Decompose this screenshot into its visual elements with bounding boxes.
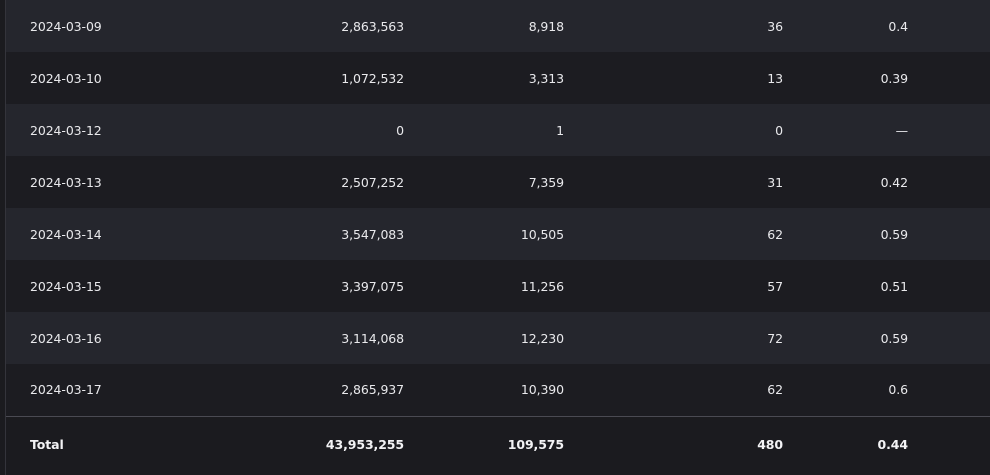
data-table: 2024-03-09 2,863,563 8,918 36 0.4 2024-0… xyxy=(6,0,990,473)
value-a-cell: 1,072,532 xyxy=(206,52,404,104)
value-d-cell: 0.4 xyxy=(783,0,908,52)
date-cell: 2024-03-14 xyxy=(6,208,206,260)
value-c-cell: 57 xyxy=(564,260,783,312)
table-row: 2024-03-13 2,507,252 7,359 31 0.42 xyxy=(6,156,990,208)
value-a-cell: 3,114,068 xyxy=(206,312,404,364)
value-a-cell: 2,863,563 xyxy=(206,0,404,52)
value-a-cell: 3,397,075 xyxy=(206,260,404,312)
total-value-c: 480 xyxy=(564,415,783,473)
table-row: 2024-03-17 2,865,937 10,390 62 0.6 xyxy=(6,364,990,416)
date-cell: 2024-03-17 xyxy=(6,364,206,416)
total-label: Total xyxy=(6,415,206,473)
table-row: 2024-03-15 3,397,075 11,256 57 0.51 xyxy=(6,260,990,312)
value-a-cell: 0 xyxy=(206,104,404,156)
value-a-cell: 2,507,252 xyxy=(206,156,404,208)
value-c-cell: 0 xyxy=(564,104,783,156)
date-cell: 2024-03-09 xyxy=(6,0,206,52)
date-cell: 2024-03-13 xyxy=(6,156,206,208)
table-row: 2024-03-12 0 1 0 — xyxy=(6,104,990,156)
date-cell: 2024-03-16 xyxy=(6,312,206,364)
table-row: 2024-03-16 3,114,068 12,230 72 0.59 xyxy=(6,312,990,364)
value-d-cell: 0.6 xyxy=(783,364,908,416)
value-d-cell: 0.59 xyxy=(783,312,908,364)
value-b-cell: 1 xyxy=(404,104,564,156)
value-c-cell: 72 xyxy=(564,312,783,364)
value-b-cell: 10,390 xyxy=(404,364,564,416)
value-c-cell: 36 xyxy=(564,0,783,52)
value-b-cell: 7,359 xyxy=(404,156,564,208)
value-c-cell: 13 xyxy=(564,52,783,104)
total-row: Total 43,953,255 109,575 480 0.44 xyxy=(6,415,990,473)
date-cell: 2024-03-10 xyxy=(6,52,206,104)
value-c-cell: 62 xyxy=(564,364,783,416)
value-d-cell: 0.51 xyxy=(783,260,908,312)
date-cell: 2024-03-15 xyxy=(6,260,206,312)
value-b-cell: 3,313 xyxy=(404,52,564,104)
value-d-cell: 0.39 xyxy=(783,52,908,104)
value-b-cell: 11,256 xyxy=(404,260,564,312)
total-value-b: 109,575 xyxy=(404,415,564,473)
value-c-cell: 62 xyxy=(564,208,783,260)
value-a-cell: 2,865,937 xyxy=(206,364,404,416)
value-c-cell: 31 xyxy=(564,156,783,208)
value-d-cell: 0.42 xyxy=(783,156,908,208)
total-value-d: 0.44 xyxy=(783,415,908,473)
table-row: 2024-03-14 3,547,083 10,505 62 0.59 xyxy=(6,208,990,260)
table-row: 2024-03-10 1,072,532 3,313 13 0.39 xyxy=(6,52,990,104)
value-b-cell: 8,918 xyxy=(404,0,564,52)
value-b-cell: 10,505 xyxy=(404,208,564,260)
value-a-cell: 3,547,083 xyxy=(206,208,404,260)
value-d-cell: 0.59 xyxy=(783,208,908,260)
table-left-border xyxy=(5,0,6,475)
value-d-cell: — xyxy=(783,104,908,156)
total-value-a: 43,953,255 xyxy=(206,415,404,473)
value-b-cell: 12,230 xyxy=(404,312,564,364)
table-row: 2024-03-09 2,863,563 8,918 36 0.4 xyxy=(6,0,990,52)
date-cell: 2024-03-12 xyxy=(6,104,206,156)
